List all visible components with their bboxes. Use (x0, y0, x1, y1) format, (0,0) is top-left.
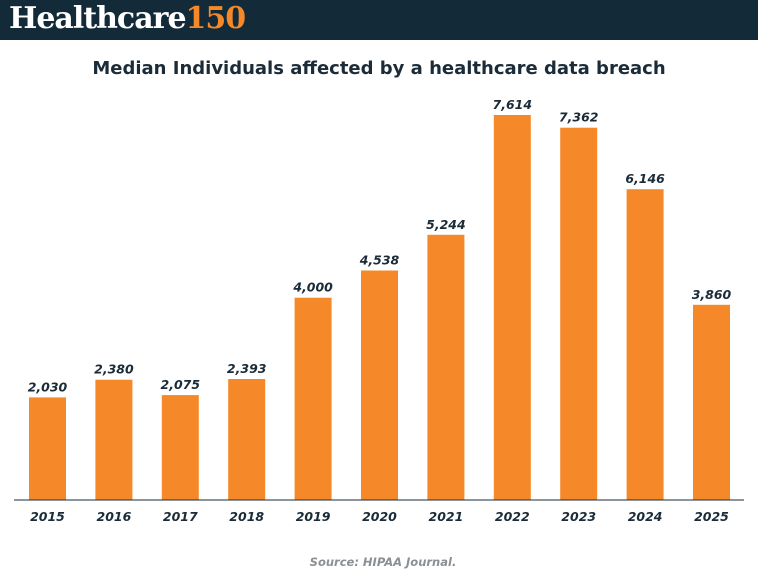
x-tick-label-2023: 2023 (561, 509, 596, 524)
bar-2016 (95, 379, 133, 500)
bar-2021 (427, 234, 465, 501)
x-tick-label-2017: 2017 (163, 509, 198, 524)
x-tick-label-2021: 2021 (429, 509, 464, 524)
x-tick-label-2019: 2019 (296, 509, 331, 524)
bar-2018 (228, 379, 266, 500)
x-tick-label-2016: 2016 (97, 509, 132, 524)
x-tick-label-2024: 2024 (628, 509, 663, 524)
x-axis-ticks: 2015 2016 2017 2018 2019 2020 2021 2022 2023 2024… (30, 509, 729, 524)
data-label-2025: 3,860 (692, 287, 732, 302)
data-label-2023: 7,362 (559, 110, 599, 125)
x-tick-label-2015: 2015 (30, 509, 65, 524)
chart-title: Median Individuals affected by a healthc… (92, 58, 666, 79)
bars-layer (29, 115, 730, 501)
data-label-2015: 2,030 (28, 379, 68, 394)
x-tick-label-2025: 2025 (694, 509, 729, 524)
logo-number: 150 (185, 1, 247, 36)
data-label-2017: 2,075 (161, 377, 201, 392)
data-label-2020: 4,538 (359, 253, 400, 268)
bar-2023 (560, 127, 598, 500)
source-note: Source: HIPAA Journal. (309, 555, 457, 569)
bar-2019 (294, 297, 332, 500)
bar-2015 (29, 397, 66, 500)
data-label-2019: 4,000 (292, 280, 333, 295)
data-label-2016: 2,380 (94, 362, 134, 377)
header-banner: Healthcare150 (0, 0, 758, 40)
x-tick-label-2020: 2020 (362, 509, 397, 524)
bar-2025 (693, 304, 730, 500)
data-label-2024: 6,146 (625, 171, 665, 186)
x-tick-label-2018: 2018 (229, 509, 264, 524)
data-label-2018: 2,393 (227, 361, 267, 376)
data-label-2022: 7,614 (493, 97, 533, 112)
bar-2024 (626, 189, 664, 500)
labels-layer: 2,030 2,380 2,075 2,393 4,000 4,538 5,244 7,614… (28, 97, 732, 394)
logo-word: Healthcare (9, 1, 187, 36)
x-tick-label-2022: 2022 (495, 509, 530, 524)
bar-2020 (361, 270, 398, 500)
data-label-2021: 5,244 (426, 217, 466, 232)
bar-2022 (493, 115, 531, 500)
bar-2017 (161, 395, 199, 500)
healthcare150-logo[interactable]: Healthcare150 (9, 0, 247, 40)
